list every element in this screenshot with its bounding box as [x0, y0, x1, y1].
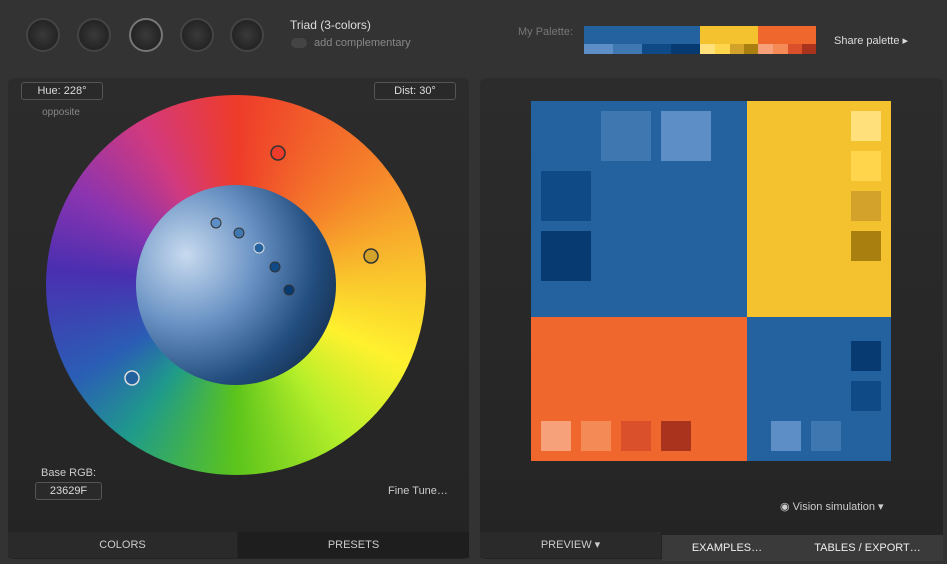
preset-mono[interactable] — [26, 18, 60, 52]
wheel-markers — [124, 145, 379, 386]
share-label[interactable]: Share palette — [834, 35, 900, 47]
tab-examples[interactable]: EXAMPLES… — [662, 535, 792, 561]
share-palette[interactable]: Share palette ▸ — [834, 35, 909, 47]
complementary-label[interactable]: add complementary — [314, 37, 411, 49]
tab-export[interactable]: TABLES / EXPORT… — [792, 535, 943, 561]
hue-note: opposite — [42, 107, 80, 118]
base-value[interactable]: 23629F — [35, 482, 102, 500]
vision-sim[interactable]: ◉ Vision simulation ▾ — [780, 501, 884, 513]
preset-free[interactable] — [230, 18, 264, 52]
tab-presets[interactable]: PRESETS — [238, 532, 469, 558]
tab-colors[interactable]: COLORS — [8, 532, 237, 558]
toggle[interactable] — [291, 38, 307, 48]
shade-sphere[interactable] — [136, 185, 336, 385]
preset-triad[interactable] — [129, 18, 163, 52]
preset-adjacent[interactable] — [77, 18, 111, 52]
palette-bar[interactable] — [584, 26, 816, 54]
base-label: Base RGB: — [41, 467, 97, 479]
dist-box: Dist: 30° — [374, 82, 456, 100]
tab-preview[interactable]: PREVIEW ▾ — [480, 532, 661, 558]
vision-label[interactable]: Vision simulation — [792, 501, 875, 513]
palette-label: My Palette: — [518, 26, 574, 38]
scheme-name: Triad (3-colors) — [290, 18, 371, 32]
preview — [531, 101, 891, 461]
tab-preview-label[interactable]: PREVIEW — [540, 539, 592, 551]
fine-tune[interactable]: Fine Tune… — [388, 485, 448, 497]
hue-box: Hue: 228° — [21, 82, 103, 100]
preset-tetrad[interactable] — [180, 18, 214, 52]
